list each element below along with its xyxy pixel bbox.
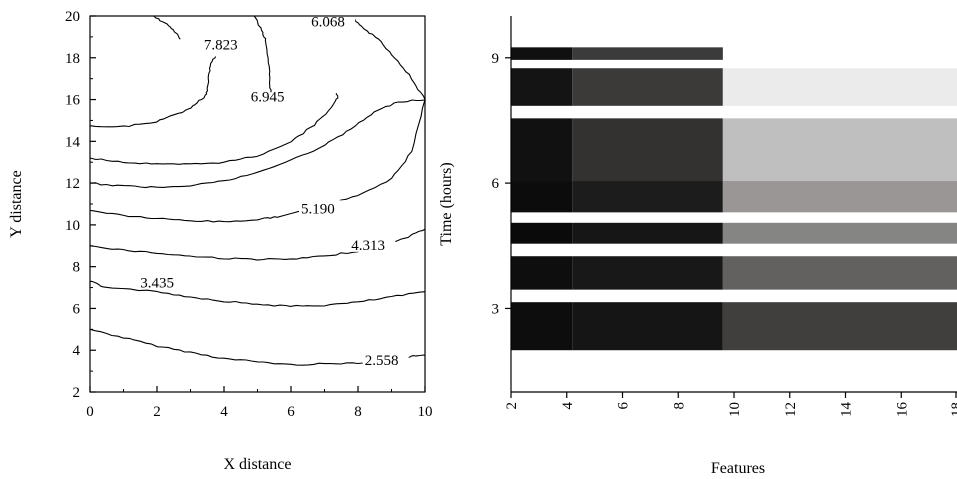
contour-label-bg [248, 88, 295, 104]
y-tick-label: 12 [65, 176, 80, 192]
contour-line [89, 92, 339, 165]
x-tick-label: 18 [949, 402, 957, 417]
heatmap-cell [722, 118, 957, 182]
heatmap-cell [511, 302, 573, 351]
contour-line [253, 15, 272, 93]
y-tick-label: 9 [492, 51, 500, 67]
y-tick-label: 16 [65, 93, 81, 109]
heatmap-cell [572, 68, 723, 106]
heatmap-cell [722, 181, 957, 213]
y-tick-label: 3 [492, 301, 500, 317]
heatmap-cell [511, 181, 573, 213]
contour-label: 3.435 [140, 275, 174, 291]
x-axis-label: Features [711, 460, 765, 477]
contour-line [89, 99, 426, 223]
contour-line [89, 15, 427, 189]
left-plot-frame [89, 15, 426, 393]
contour-label: 6.945 [251, 90, 285, 106]
contour-label-bg [299, 200, 346, 216]
contour-label-bg [309, 13, 356, 29]
heatmap-cell [572, 256, 723, 290]
x-tick-label: 4 [220, 404, 228, 420]
contour-label-bg [362, 351, 409, 367]
heatmap-cell [572, 181, 723, 213]
heatmap-cell [511, 118, 573, 182]
y-tick-label: 6 [492, 176, 500, 192]
contour-label: 5.190 [301, 201, 335, 217]
y-tick-label: 4 [73, 343, 81, 359]
heatmap-cell [511, 222, 573, 244]
heatmap-cell [572, 302, 723, 351]
contour-label: 4.313 [351, 238, 385, 254]
contour-line [153, 15, 181, 40]
heatmap-cell [511, 47, 573, 60]
x-tick-label: 2 [153, 404, 161, 420]
heatmap-cell [722, 222, 957, 244]
x-tick-label: 8 [354, 404, 362, 420]
y-tick-label: 10 [65, 218, 80, 234]
x-axis-label: X distance [224, 456, 292, 473]
x-tick-label: 6 [287, 404, 295, 420]
heatmap-cell [722, 302, 957, 351]
y-tick-label: 2 [73, 385, 81, 401]
y-axis-label: Y distance [8, 170, 25, 237]
heatmap-cell [572, 118, 723, 182]
contour-label: 2.558 [365, 353, 399, 369]
y-tick-label: 18 [65, 51, 80, 67]
heatmap-cell [722, 68, 957, 106]
x-tick-label: 14 [839, 402, 855, 418]
y-tick-label: 20 [65, 9, 80, 25]
x-tick-label: 0 [86, 404, 94, 420]
x-tick-label: 2 [504, 402, 520, 410]
contour-label: 7.823 [204, 37, 238, 53]
y-tick-label: 6 [73, 301, 81, 317]
contour-line [89, 280, 426, 307]
contour-label-bg [138, 274, 185, 290]
x-tick-label: 4 [560, 402, 576, 410]
contour-line [89, 56, 217, 128]
y-tick-label: 14 [65, 134, 81, 150]
x-tick-label: 8 [671, 402, 687, 410]
heatmap-cell [511, 68, 573, 106]
y-axis-label: Time (hours) [438, 162, 455, 245]
heatmap-cell [572, 47, 723, 60]
contour-label-bg [201, 36, 248, 52]
contour-label-bg [349, 236, 396, 252]
x-tick-label: 6 [616, 402, 632, 410]
heatmap-cell [511, 256, 573, 290]
contour-label: 6.068 [311, 14, 345, 30]
x-tick-label: 10 [727, 402, 743, 417]
y-tick-label: 8 [73, 260, 81, 276]
heatmap-cell [572, 222, 723, 244]
heatmap-cell [722, 256, 957, 290]
x-tick-label: 12 [783, 402, 799, 417]
x-tick-label: 16 [894, 402, 910, 418]
x-tick-label: 10 [418, 404, 433, 420]
